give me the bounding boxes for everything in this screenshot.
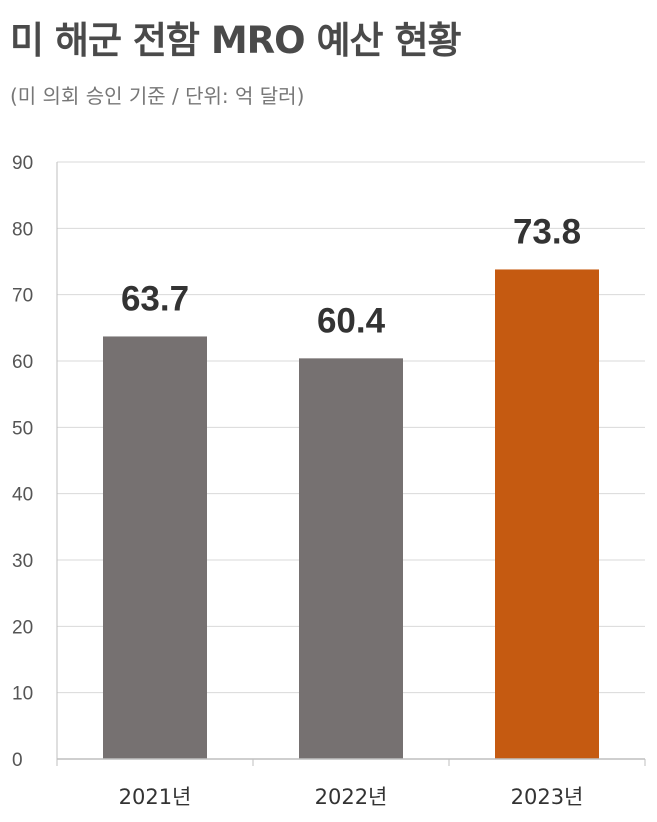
chart-title: 미 해군 전함 MRO 예산 현황: [10, 19, 462, 62]
y-tick-label: 20: [12, 617, 33, 638]
value-label: 73.8: [513, 212, 581, 251]
bar-3: [495, 269, 599, 759]
bar-2: [299, 358, 403, 759]
x-tick-label: 2021년: [119, 785, 192, 809]
bar-1: [103, 336, 207, 759]
bars: [103, 269, 599, 759]
value-labels: 63.7 60.4 73.8: [121, 212, 581, 340]
y-tick-label: 30: [12, 551, 33, 572]
y-tick-label: 50: [12, 418, 33, 439]
x-tick-label: 2022년: [315, 785, 388, 809]
x-axis: 2021년 2022년 2023년: [56, 758, 646, 809]
y-tick-label: 0: [12, 750, 23, 771]
value-label: 63.7: [121, 279, 189, 318]
y-tick-label: 80: [12, 219, 33, 240]
x-tick-label: 2023년: [511, 785, 584, 809]
y-axis-ticks: 0 10 20 30 40 50 60 70 80 90: [12, 153, 33, 771]
y-tick-label: 10: [12, 684, 33, 705]
y-tick-label: 60: [12, 352, 33, 373]
chart-subtitle: (미 의회 승인 기준 / 단위: 억 달러): [10, 84, 305, 108]
y-tick-label: 90: [12, 153, 33, 174]
y-tick-label: 70: [12, 286, 33, 307]
y-tick-label: 40: [12, 485, 33, 506]
value-label: 60.4: [317, 301, 386, 340]
